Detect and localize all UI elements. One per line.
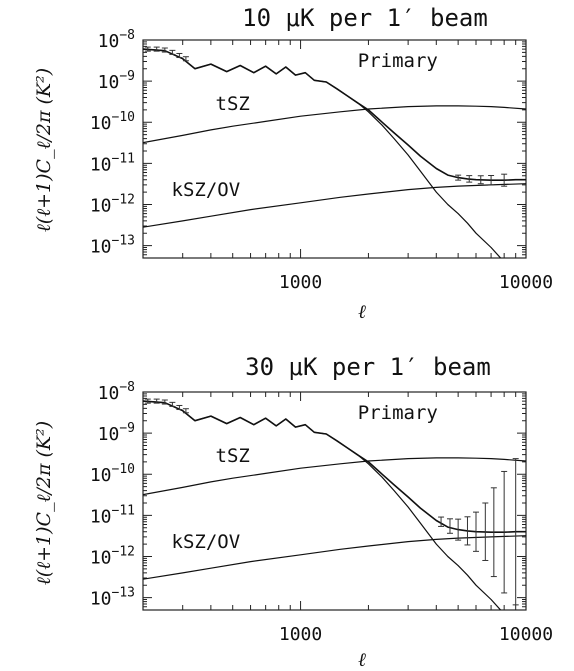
y-tick-label: 10−8: [98, 28, 135, 52]
chart-title: 10 μK per 1′ beam: [242, 4, 488, 32]
series-group: [143, 46, 526, 258]
y-tick-label: 10−12: [90, 544, 135, 568]
x-axis-label: ℓ: [358, 649, 366, 671]
y-axis-label: ℓ(ℓ+1)C_ℓ/2π (K²): [33, 68, 55, 232]
y-tick-label: 10−11: [90, 503, 135, 527]
series-line-3: [143, 400, 526, 533]
series-line-0: [143, 400, 502, 610]
x-tick-label: 10000: [499, 272, 553, 293]
series-line-3: [143, 48, 526, 181]
chart-title: 30 μK per 1′ beam: [245, 353, 491, 381]
series-line-2: [143, 183, 526, 228]
y-tick-label: 10−10: [90, 462, 135, 486]
x-tick-label: 1000: [279, 272, 322, 293]
panel-bottom: 30 μK per 1′ beam ℓ(ℓ+1)C_ℓ/2π (K²) ℓ 10…: [33, 353, 553, 671]
plot-frame: [142, 391, 527, 611]
series-line-1: [143, 457, 526, 496]
series-annotation: kSZ/OV: [172, 531, 241, 553]
y-tick-label: 10−13: [90, 234, 135, 258]
y-tick-label: 10−10: [90, 110, 135, 134]
plot-frame: [142, 39, 527, 259]
series-line-2: [143, 535, 526, 580]
series-annotation: Primary: [358, 402, 438, 424]
x-axis-label: ℓ: [358, 301, 366, 323]
y-tick-label: 10−9: [98, 421, 135, 445]
y-tick-label: 10−8: [98, 380, 135, 404]
series-annotation: tSZ: [216, 93, 250, 115]
series-annotation: Primary: [358, 50, 438, 72]
panel-top: 10 μK per 1′ beam ℓ(ℓ+1)C_ℓ/2π (K²) ℓ 10…: [33, 4, 553, 323]
series-annotation: tSZ: [216, 445, 250, 467]
series-group: [143, 398, 526, 610]
x-tick-label: 10000: [499, 624, 553, 645]
y-tick-label: 10−11: [90, 151, 135, 175]
y-axis-label: ℓ(ℓ+1)C_ℓ/2π (K²): [33, 421, 55, 585]
y-tick-label: 10−12: [90, 192, 135, 216]
x-tick-label: 1000: [279, 624, 322, 645]
series-annotation: kSZ/OV: [172, 179, 241, 201]
series-line-1: [143, 105, 526, 144]
y-tick-label: 10−13: [90, 586, 135, 610]
series-line-0: [143, 48, 502, 258]
y-tick-label: 10−9: [98, 69, 135, 93]
